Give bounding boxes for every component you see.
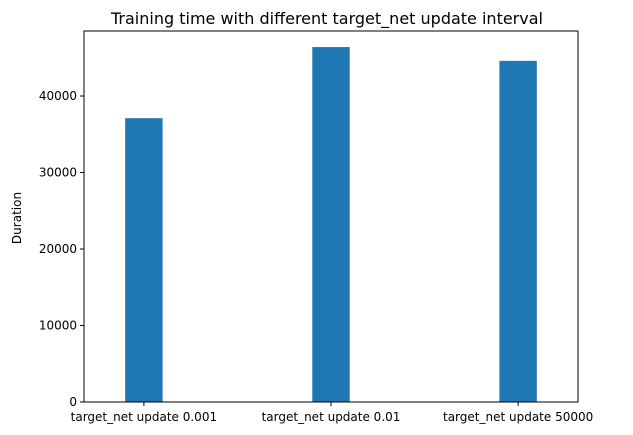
- x-tick-label-2: target_net update 50000: [443, 410, 593, 424]
- bar-2: [499, 60, 537, 403]
- plot-frame: [83, 30, 579, 403]
- x-tick-label-0: target_net update 0.001: [71, 410, 217, 424]
- y-tick-label-3: 30000: [39, 166, 77, 180]
- bars-group: [125, 47, 537, 403]
- bar-0: [125, 118, 163, 402]
- x-tick-label-1: target_net update 0.01: [262, 410, 401, 424]
- chart-title: Training time with different target_net …: [110, 9, 543, 29]
- y-tick-label-4: 40000: [39, 89, 77, 103]
- y-tick-label-0: 0: [69, 395, 77, 409]
- x-ticks-group: target_net update 0.001 target_net update…: [71, 402, 593, 424]
- bar-1: [312, 47, 350, 403]
- y-tick-label-1: 10000: [39, 319, 77, 333]
- y-tick-label-2: 20000: [39, 242, 77, 256]
- y-ticks-group: 0 10000 20000 30000 40000: [39, 89, 84, 409]
- y-axis-label: Duration: [10, 192, 24, 244]
